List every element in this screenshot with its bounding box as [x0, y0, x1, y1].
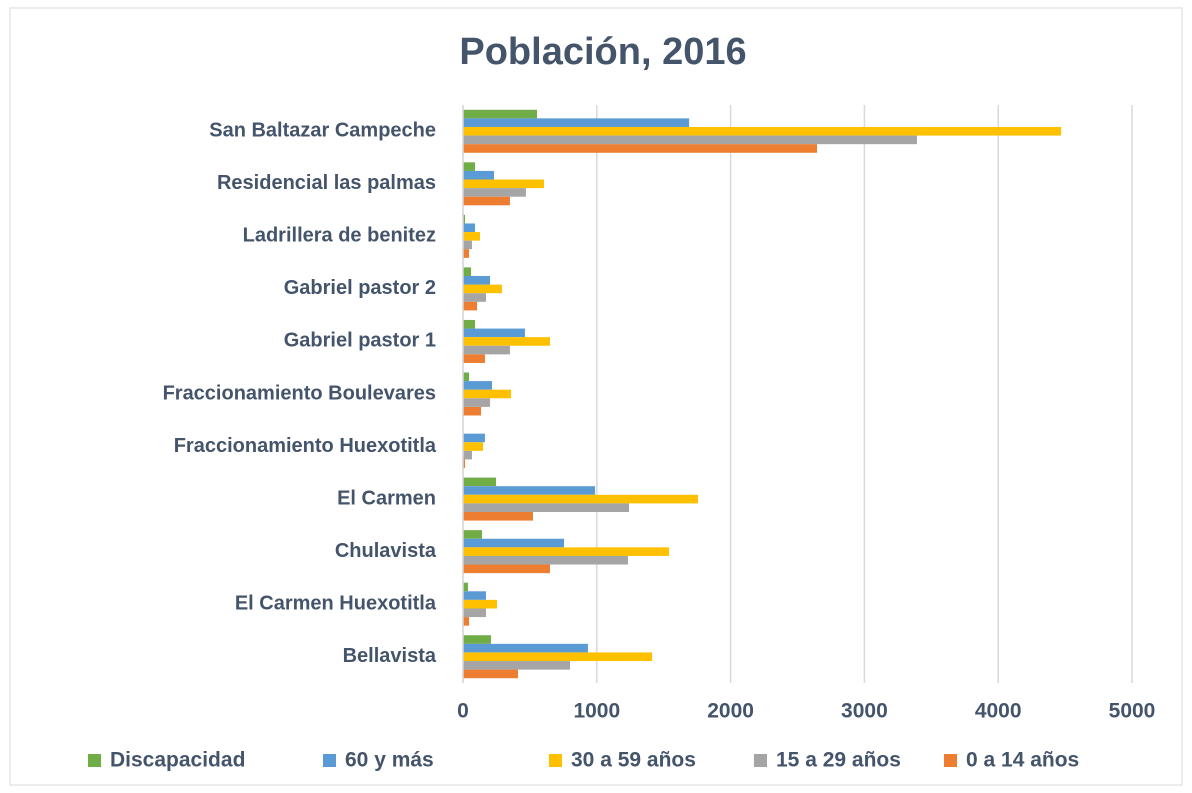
bar — [463, 599, 497, 609]
bar — [463, 337, 550, 346]
bar — [463, 582, 468, 592]
y-tick-label: Bellavista — [343, 645, 437, 667]
bar — [463, 389, 512, 399]
legend-swatch — [944, 754, 957, 767]
bar — [463, 433, 485, 443]
bar — [463, 406, 482, 416]
bar — [463, 450, 472, 460]
bar — [463, 477, 497, 487]
bar — [463, 293, 487, 302]
bar — [463, 249, 470, 258]
legend-swatch — [88, 754, 101, 767]
bar — [463, 617, 470, 626]
bar — [463, 503, 630, 512]
x-tick-label: 4000 — [975, 700, 1022, 723]
bar — [463, 661, 571, 670]
bar — [463, 564, 550, 574]
y-tick-label: El Carmen Huexotitla — [235, 592, 437, 614]
bar — [463, 118, 690, 127]
bar — [463, 135, 917, 145]
y-tick-label: San Baltazar Campeche — [209, 120, 436, 142]
chart-title: Población, 2016 — [459, 31, 746, 73]
bar — [463, 643, 588, 653]
bar — [463, 547, 670, 556]
y-tick-label: Chulavista — [335, 540, 437, 562]
bar — [463, 530, 482, 539]
legend-swatch — [323, 754, 336, 767]
bar — [463, 669, 518, 679]
legend-label: Discapacidad — [110, 749, 245, 772]
bar — [463, 372, 470, 382]
legend-label: 15 a 29 años — [776, 749, 901, 772]
bar — [463, 398, 491, 407]
bar — [463, 126, 1062, 136]
bar — [463, 109, 537, 119]
bar — [463, 494, 698, 504]
bar — [463, 267, 472, 277]
legend-swatch — [549, 754, 562, 767]
bar — [463, 328, 525, 338]
bar — [463, 555, 628, 565]
bar — [463, 538, 565, 548]
y-tick-label: Gabriel pastor 2 — [284, 277, 436, 299]
bar — [463, 354, 485, 363]
bar — [463, 381, 493, 390]
bar — [463, 179, 544, 189]
x-tick-label: 1000 — [573, 700, 620, 723]
y-tick-label: Residencial las palmas — [217, 172, 436, 194]
bar — [463, 319, 476, 329]
bar — [463, 635, 491, 644]
bar — [463, 301, 478, 311]
x-tick-label: 5000 — [1109, 700, 1156, 723]
y-tick-label: Ladrillera de benitez — [243, 225, 436, 247]
bar — [463, 240, 472, 250]
y-tick-label: Gabriel pastor 1 — [284, 330, 436, 352]
bar — [463, 652, 653, 662]
bar — [463, 459, 466, 469]
bar — [463, 486, 596, 495]
legend-label: 60 y más — [345, 749, 434, 772]
bar — [463, 162, 476, 171]
y-tick-label: El Carmen — [337, 487, 436, 509]
bar — [463, 442, 484, 451]
y-tick-label: Fraccionamiento Boulevares — [163, 382, 436, 404]
bar — [463, 223, 476, 233]
legend-swatch — [754, 754, 767, 767]
bar — [463, 608, 487, 618]
bar — [463, 345, 510, 355]
x-tick-label: 3000 — [841, 700, 888, 723]
bar — [463, 511, 533, 521]
bar — [463, 591, 487, 600]
bar — [463, 170, 495, 180]
bar — [463, 214, 466, 224]
x-tick-label: 2000 — [707, 700, 754, 723]
legend-label: 30 a 59 años — [571, 749, 696, 772]
x-tick-label: 0 — [457, 700, 469, 723]
y-tick-label: Fraccionamiento Huexotitla — [174, 435, 437, 457]
bar — [463, 232, 480, 241]
bar — [463, 188, 526, 197]
legend-label: 0 a 14 años — [966, 749, 1079, 772]
bar — [463, 276, 491, 285]
bar — [463, 196, 510, 206]
bar — [463, 144, 818, 153]
bar — [463, 284, 502, 294]
